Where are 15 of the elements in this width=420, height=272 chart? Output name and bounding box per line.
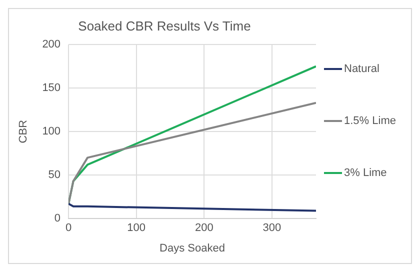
x-tick-label: 200 [194,222,214,234]
x-tick-label: 300 [262,222,282,234]
legend-label: Natural [344,63,380,75]
x-tick-label: 0 [65,222,72,234]
legend-label: 1.5% Lime [344,115,396,127]
y-tick-label: 200 [42,38,61,51]
chart-title: Soaked CBR Results Vs Time [78,18,251,34]
y-tick-label: 50 [48,169,61,182]
y-axis-title: CBR [18,120,30,144]
y-tick-label: 0 [54,212,61,225]
y-tick-label: 100 [42,126,61,138]
y-tick-label: 150 [42,82,61,94]
x-axis-title: Days Soaked [160,242,225,254]
x-tick-label: 100 [127,222,146,234]
legend-label: 3% Lime [344,167,387,179]
